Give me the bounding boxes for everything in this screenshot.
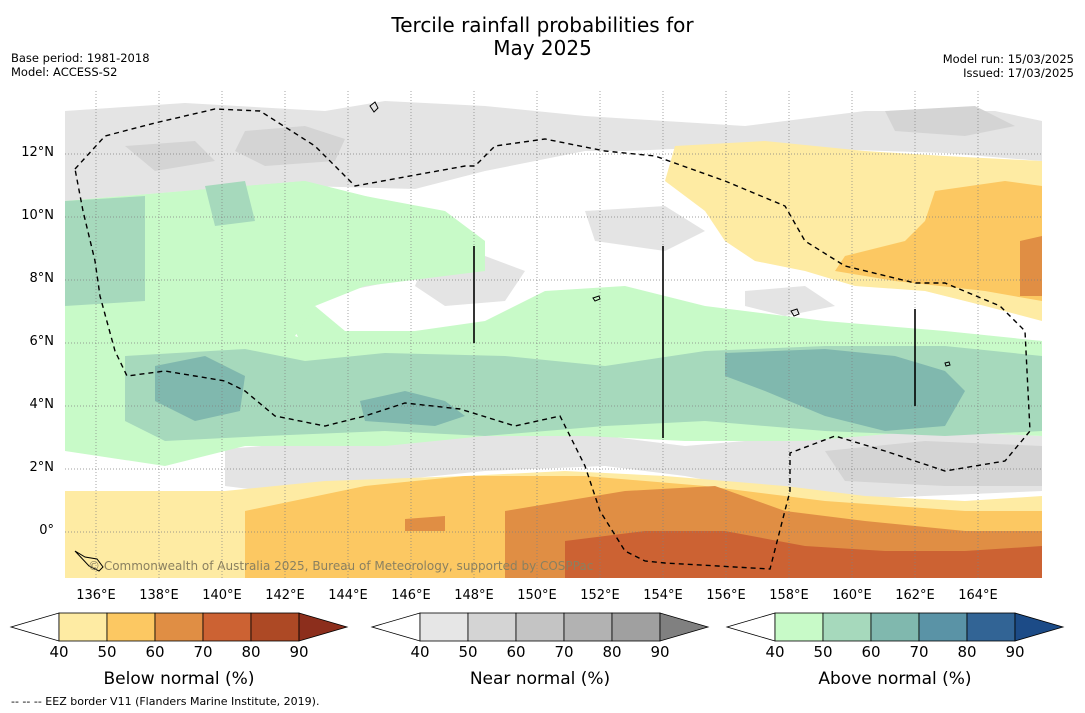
above-normal-over-swatch	[1014, 612, 1065, 642]
above-normal-swatch-2	[822, 612, 872, 642]
near-normal-title: Near normal (%)	[469, 669, 611, 689]
eez-border	[74, 108, 1031, 570]
boundary-lines	[473, 246, 916, 438]
lon-label-156e: 156°E	[706, 588, 746, 603]
below-normal-swatch-3	[154, 612, 204, 642]
above-normal-swatch-4	[918, 612, 968, 642]
base-period: Base period: 1981-2018	[11, 51, 150, 65]
map-area[interactable]	[65, 91, 1042, 578]
near-normal-tick-90: 90	[650, 643, 670, 661]
lat-label-2n: 2°N	[29, 460, 55, 475]
above-normal-tick-90: 90	[1005, 643, 1025, 661]
above-normal-title: Above normal (%)	[818, 669, 972, 689]
near-normal-tick-70: 70	[554, 643, 574, 661]
lon-label-144e: 144°E	[328, 588, 368, 603]
above-normal-tick-80: 80	[957, 643, 977, 661]
lat-label-12n: 12°N	[21, 145, 54, 160]
lon-label-162e: 162°E	[895, 588, 935, 603]
meta-left: Base period: 1981-2018 Model: ACCESS-S2	[11, 51, 150, 79]
near-normal-swatch-2	[467, 612, 517, 642]
above-normal-tick-50: 50	[813, 643, 833, 661]
lat-label-10n: 10°N	[21, 208, 54, 223]
lat-label-4n: 4°N	[29, 397, 55, 412]
colorbar-below-normal	[9, 612, 349, 642]
below-normal-tick-40: 40	[49, 643, 69, 661]
above-normal-swatch-3	[870, 612, 920, 642]
meta-right: Model run: 15/03/2025 Issued: 17/03/2025	[943, 52, 1074, 80]
map-title: Tercile rainfall probabilities for May 2…	[0, 14, 1085, 60]
below-normal-tick-50: 50	[97, 643, 117, 661]
above-normal-tick-60: 60	[861, 643, 881, 661]
below-normal-tick-60: 60	[145, 643, 165, 661]
below-normal-tick-90: 90	[289, 643, 309, 661]
lon-label-138e: 138°E	[139, 588, 179, 603]
below-normal-tick-80: 80	[241, 643, 261, 661]
colorbar-above-normal	[725, 612, 1065, 642]
map-svg	[65, 91, 1042, 578]
above-normal-tick-70: 70	[909, 643, 929, 661]
lat-label-0: 0°	[39, 523, 54, 538]
title-line-2: May 2025	[493, 36, 592, 60]
below-normal-swatch-2	[106, 612, 156, 642]
above-normal-tick-40: 40	[765, 643, 785, 661]
below-normal-title: Below normal (%)	[103, 669, 255, 689]
near-normal-under-swatch	[370, 612, 421, 642]
lon-label-154e: 154°E	[643, 588, 683, 603]
lon-label-160e: 160°E	[832, 588, 872, 603]
near-normal-over-swatch	[659, 612, 710, 642]
lon-label-136e: 136°E	[76, 588, 116, 603]
below-normal-tick-70: 70	[193, 643, 213, 661]
below-normal-swatch-4	[202, 612, 252, 642]
near-normal-swatch-3	[515, 612, 565, 642]
lon-label-150e: 150°E	[517, 588, 557, 603]
above-normal-swatch-5	[966, 612, 1016, 642]
eez-footnote: -- -- -- EEZ border V11 (Flanders Marine…	[11, 695, 320, 708]
near-normal-swatch-1	[419, 612, 469, 642]
lon-label-146e: 146°E	[391, 588, 431, 603]
below-normal-under-swatch	[9, 612, 60, 642]
copyright-notice: © Commonwealth of Australia 2025, Bureau…	[88, 559, 594, 573]
model-run: Model run: 15/03/2025	[942, 52, 1074, 66]
near-normal-tick-60: 60	[506, 643, 526, 661]
lon-label-164e: 164°E	[958, 588, 998, 603]
issued-date: Issued: 17/03/2025	[963, 66, 1074, 80]
colorbars-svg	[9, 612, 1065, 642]
below-normal-over-swatch	[298, 612, 349, 642]
title-line-1: Tercile rainfall probabilities for	[391, 13, 694, 37]
above-normal-under-swatch	[725, 612, 776, 642]
near-normal-swatch-5	[611, 612, 661, 642]
lat-label-6n: 6°N	[29, 334, 55, 349]
below-normal-swatch-1	[58, 612, 108, 642]
near-normal-tick-40: 40	[410, 643, 430, 661]
below-normal-swatch-5	[250, 612, 300, 642]
colorbar-near-normal	[370, 612, 710, 642]
lat-label-8n: 8°N	[29, 271, 55, 286]
lon-label-152e: 152°E	[580, 588, 620, 603]
lon-label-148e: 148°E	[454, 588, 494, 603]
lon-label-140e: 140°E	[202, 588, 242, 603]
near-normal-tick-50: 50	[458, 643, 478, 661]
islands	[74, 101, 951, 572]
above-normal-regions	[65, 181, 1042, 466]
near-normal-swatch-4	[563, 612, 613, 642]
lon-label-142e: 142°E	[265, 588, 305, 603]
lon-label-158e: 158°E	[769, 588, 809, 603]
near-normal-tick-80: 80	[602, 643, 622, 661]
below-normal-regions	[65, 141, 1042, 578]
above-normal-swatch-1	[774, 612, 824, 642]
model-name: Model: ACCESS-S2	[11, 65, 118, 79]
